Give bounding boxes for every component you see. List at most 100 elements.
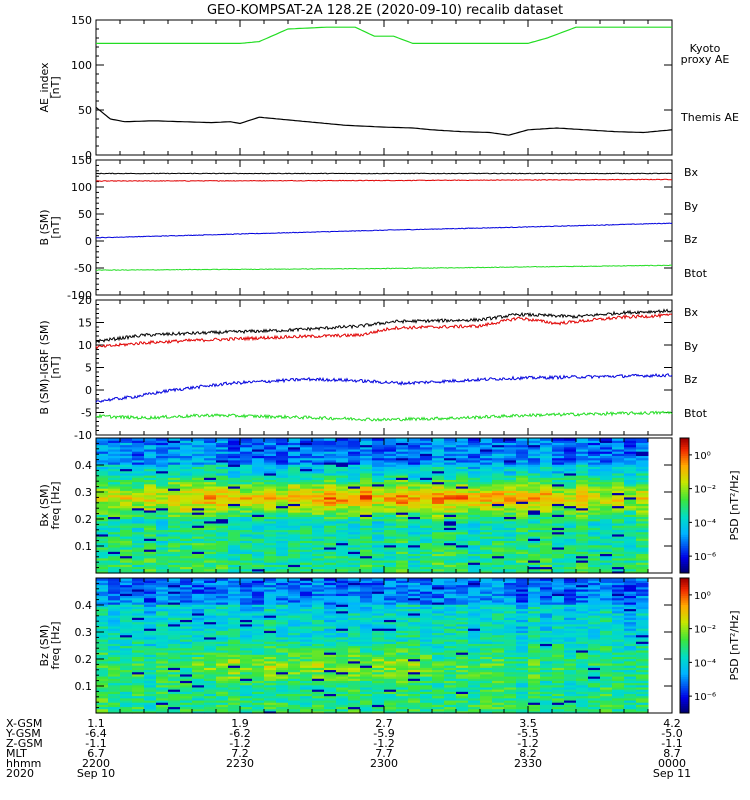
spec_bx-cell (324, 459, 337, 463)
bsm_igrf-series-btot (95, 410, 673, 422)
spec_bx-cell (204, 472, 217, 476)
spec_bx-cell (636, 496, 649, 500)
spec_bz-cell (228, 704, 241, 708)
spec_bx-cell (348, 533, 361, 537)
spec_bx-cell (384, 466, 397, 470)
spec_bx-cell (192, 488, 205, 491)
spec_bz-cell (300, 588, 313, 592)
spec_bx-cell (288, 533, 301, 537)
spec_bz-cell (204, 604, 217, 607)
spec_bz-cell (360, 654, 373, 657)
spec_bz-cell (240, 691, 253, 695)
spec_bz-cell (156, 689, 169, 692)
spec_bz-cell (348, 686, 361, 690)
spec_bx-cell (552, 503, 565, 507)
spec_bx-cell (168, 496, 181, 500)
spec_bx-cell (144, 533, 157, 537)
spec_bx-cell (372, 520, 385, 524)
spec_bx-cell (216, 481, 229, 485)
spec_bx-cell (336, 442, 349, 446)
spec_bx-cell (540, 490, 553, 494)
spec_bx-cell (240, 461, 253, 465)
spec_bx-colorbar (680, 438, 689, 574)
spec_bz-cell (120, 608, 133, 612)
spec_bz-cell (108, 593, 121, 597)
spec_bx-cell (624, 559, 637, 563)
spec_bx-cell (264, 466, 277, 470)
spec_bx-cell (612, 535, 625, 539)
spec_bx-cell (612, 485, 625, 489)
spec_bx-cell (96, 509, 109, 513)
spec_bz-cell (132, 699, 145, 703)
spec_bx-cell (564, 459, 577, 463)
spec_bz-cell (240, 697, 253, 701)
spec_bx-cell (96, 492, 109, 496)
spec_bz-cell (96, 699, 109, 703)
spec_bz-cell (288, 652, 301, 655)
spec_bz-cell (120, 621, 133, 625)
spec_bx-cell (540, 442, 553, 446)
spec_bx-cell (576, 479, 589, 483)
spec_bx-cell (180, 518, 193, 522)
spec_bz-cell (276, 601, 289, 605)
spec_bx-cell (444, 516, 457, 520)
spec_bz-cell (336, 704, 349, 708)
spec_bx-cell (600, 527, 613, 531)
spec_bx-cell (132, 440, 145, 443)
spec_bx-cell (564, 477, 577, 480)
spec_bz-cell (372, 660, 385, 664)
spec_bz-cell (360, 667, 373, 671)
spec_bz-cell (276, 697, 289, 701)
spec_bx-cell (276, 559, 289, 563)
spec_bz-cell (288, 625, 301, 629)
spec_bx-cell (108, 453, 121, 457)
spec_bz-cell (324, 654, 337, 657)
spec_bx-cell (600, 466, 613, 470)
spec_bx-cell (204, 507, 217, 511)
spec_bz-cell (144, 619, 157, 623)
spec_bx-cell (348, 542, 361, 546)
spec_bx-cell (564, 492, 577, 496)
spec_bx-cell (564, 479, 577, 483)
spec_bx-cell (552, 516, 565, 520)
spec_bx-cell (324, 488, 337, 491)
spec_bx-cell (432, 438, 445, 441)
spec_bx-cell (444, 444, 457, 448)
spec_bz-cell (348, 649, 361, 653)
spec_bz-cell (204, 606, 217, 610)
spec_bx-cell (576, 533, 589, 537)
spec_bz-cell (168, 671, 181, 675)
spec_bz-cell (288, 619, 301, 623)
spec_bz-cell (300, 621, 313, 625)
spec_bz-cell (300, 693, 313, 697)
spec_bz-cell (204, 593, 217, 597)
spec_bx-cell (264, 446, 277, 450)
spec_bx-cell (540, 546, 553, 550)
spec_bz-cell (192, 608, 205, 612)
spec_bx-cell (396, 518, 409, 522)
bsm-ytick-label: 50 (78, 208, 92, 221)
spec_bz-cell (288, 582, 301, 586)
spec_bz-cell (300, 606, 313, 610)
spec_bx-cell (252, 496, 265, 500)
spec_bx-cell (624, 496, 637, 500)
spec_bz-cell (384, 652, 397, 655)
spec_bx-cell (468, 505, 481, 509)
spec_bx-cell (348, 522, 361, 526)
spec_bx-cell (384, 457, 397, 461)
spec_bz-cell (132, 615, 145, 618)
spec_bx-cell (312, 498, 325, 502)
spec_bz-cell (336, 673, 349, 677)
spec_bz-cell (300, 636, 313, 640)
spec_bx-cell (384, 540, 397, 544)
spec_bx-cell (240, 520, 253, 524)
spec_bz-cell (168, 617, 181, 620)
spec_bx-cell (480, 455, 493, 459)
spec_bx-cell (372, 557, 385, 561)
spec_bx-cell (216, 527, 229, 531)
spec_bx-cell (324, 477, 337, 480)
spec_bx-cell (528, 485, 541, 489)
spec_bz-cell (360, 593, 373, 597)
spec_bz-cell (216, 682, 229, 686)
spec_bz-cell (144, 678, 157, 681)
